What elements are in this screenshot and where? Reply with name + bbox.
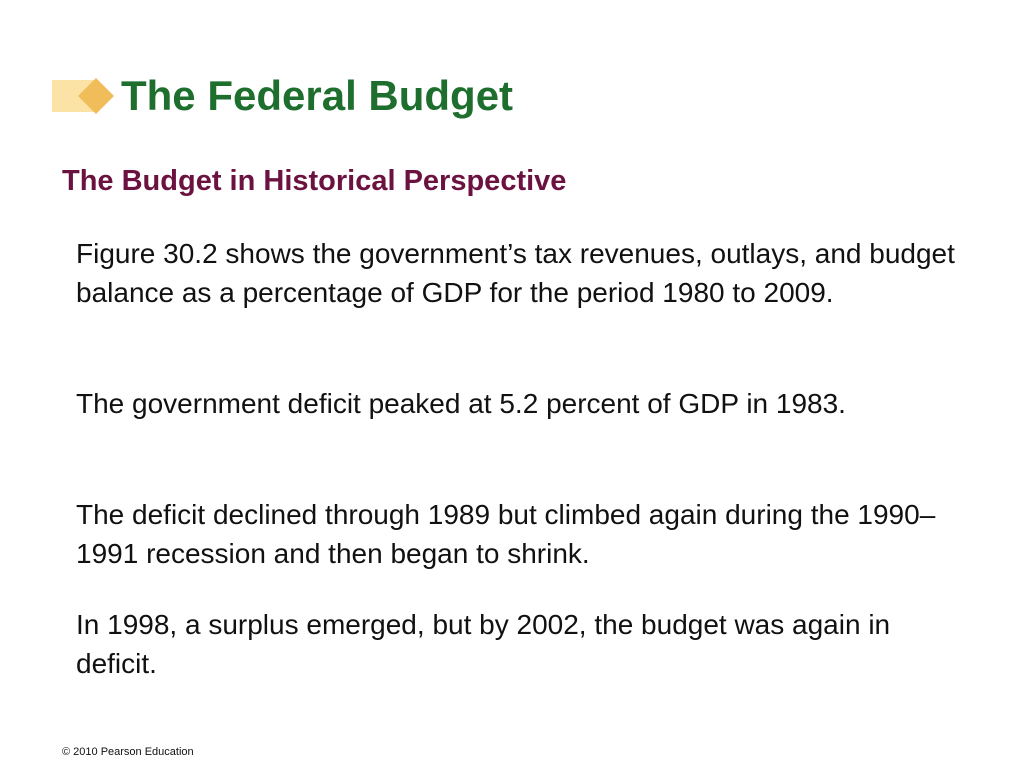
- slide-title: The Federal Budget: [121, 72, 514, 119]
- body-paragraph-1: Figure 30.2 shows the government’s tax r…: [76, 238, 955, 308]
- title-mark-diamond: [78, 78, 114, 114]
- diamond-bullet-icon: [52, 78, 114, 114]
- body-paragraph-2: The government deficit peaked at 5.2 per…: [76, 388, 846, 419]
- copyright-footer: © 2010 Pearson Education: [62, 746, 194, 758]
- slide-subtitle: The Budget in Historical Perspective: [62, 165, 567, 197]
- body-paragraph-3: The deficit declined through 1989 but cl…: [76, 499, 936, 569]
- body-paragraph-4: In 1998, a surplus emerged, but by 2002,…: [76, 609, 891, 679]
